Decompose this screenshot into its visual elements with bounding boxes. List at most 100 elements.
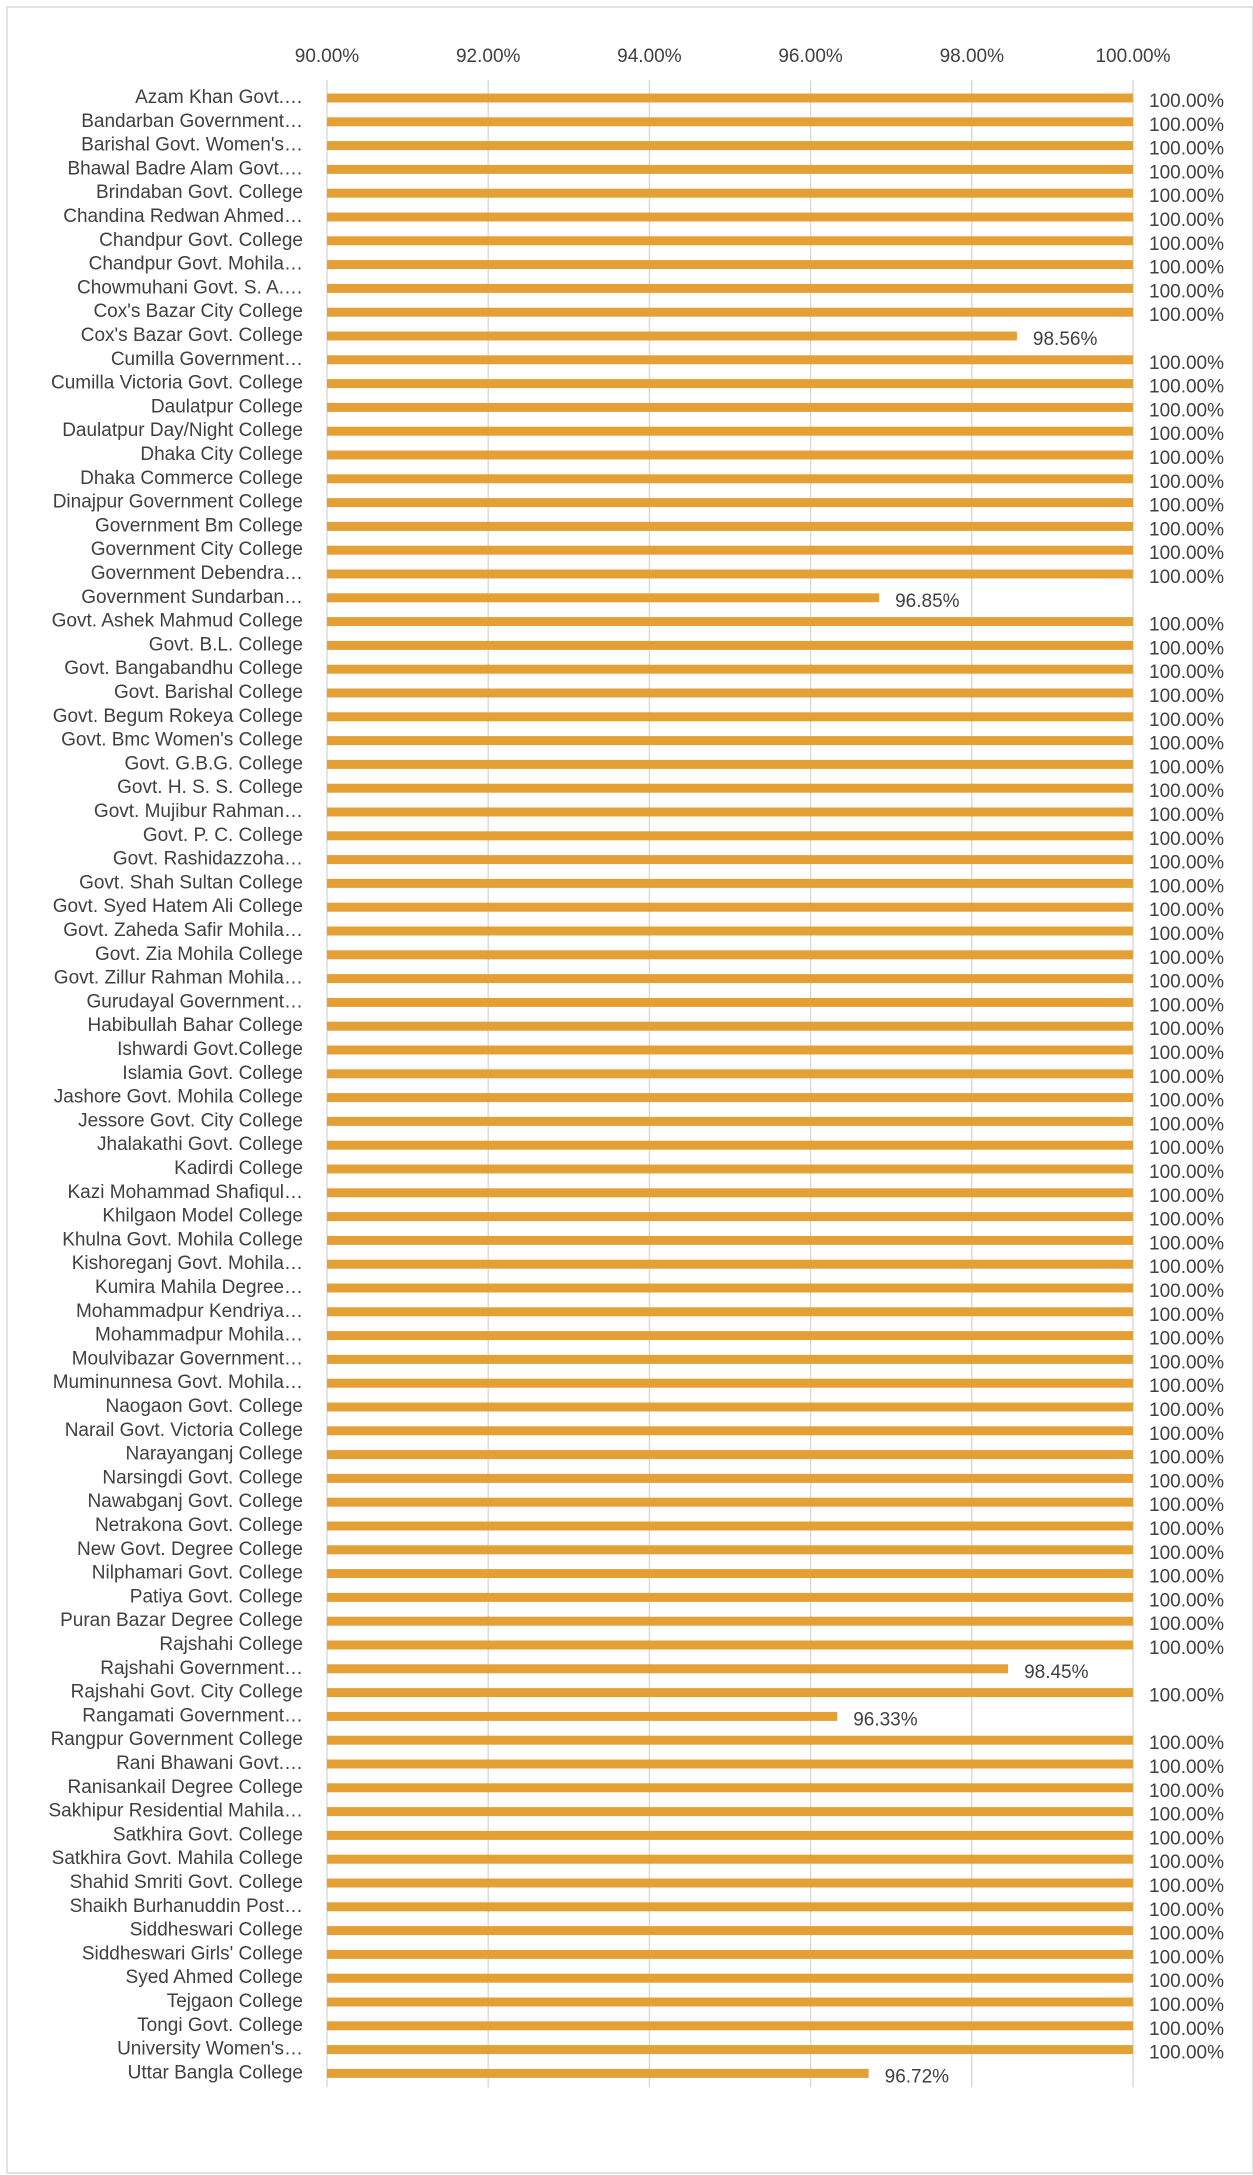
y-tick-label: Nawabganj Govt. College [88, 1491, 303, 1512]
value-label: 100.00% [1149, 2043, 1224, 2064]
bar [327, 402, 1133, 412]
y-tick-label: Rangpur Government College [51, 1729, 303, 1750]
y-tick-label: Rajshahi Govt. City College [71, 1682, 303, 1703]
value-label: 100.00% [1149, 853, 1224, 874]
bar [327, 1450, 1133, 1460]
y-tick-label: Shaikh Burhanuddin Post… [70, 1896, 303, 1917]
y-tick-label: Gurudayal Government… [87, 991, 304, 1012]
value-label: 100.00% [1149, 543, 1224, 564]
value-label: 100.00% [1149, 1876, 1224, 1897]
y-tick-label: Dinajpur Government College [53, 492, 303, 513]
bar [327, 1973, 1133, 1983]
y-tick-label: Cumilla Victoria Govt. College [51, 373, 303, 394]
y-tick-label: Uttar Bangla College [128, 2062, 303, 2083]
bar [327, 117, 1133, 127]
y-tick-label: Chowmuhani Govt. S. A.… [77, 277, 303, 298]
bar [327, 1402, 1133, 1412]
bar [327, 1521, 1133, 1531]
value-label: 100.00% [1149, 115, 1224, 136]
y-tick-label: Govt. Rashidazzoha… [113, 849, 303, 870]
y-tick-label: Chandina Redwan Ahmed… [63, 206, 303, 227]
value-label: 100.00% [1149, 519, 1224, 540]
bar [327, 1259, 1133, 1269]
bar [327, 379, 1133, 389]
y-tick-label: Jessore Govt. City College [78, 1110, 303, 1131]
y-tick-label: Rajshahi College [159, 1634, 303, 1655]
bar [327, 2021, 1133, 2031]
y-tick-label: Bandarban Government… [81, 111, 303, 132]
value-label: 100.00% [1149, 91, 1224, 112]
bar [327, 188, 1133, 198]
x-tick-label: 98.00% [940, 46, 1005, 67]
y-tick-label: Siddheswari Girls' College [82, 1943, 303, 1964]
bar [327, 1616, 1133, 1626]
y-tick-label: Govt. Zia Mohila College [95, 944, 303, 965]
y-tick-label: Ishwardi Govt.College [117, 1039, 303, 1060]
y-tick-label: Patiya Govt. College [130, 1586, 303, 1607]
bar [327, 1473, 1133, 1483]
bar [327, 1664, 1009, 1674]
value-label: 100.00% [1149, 448, 1224, 469]
bar [327, 2068, 869, 2078]
y-tick-label: Govt. Shah Sultan College [79, 872, 303, 893]
value-label: 100.00% [1149, 995, 1224, 1016]
y-tick-label: Muminunnesa Govt. Mohila… [53, 1372, 303, 1393]
y-tick-label: Daulatpur Day/Night College [62, 420, 303, 441]
y-tick-label: Govt. B.L. College [149, 634, 303, 655]
value-label: 100.00% [1149, 1376, 1224, 1397]
value-label: 100.00% [1149, 1281, 1224, 1302]
value-label: 100.00% [1149, 1352, 1224, 1373]
bar [327, 331, 1017, 341]
bar [327, 1093, 1133, 1103]
y-tick-label: Govt. Mujibur Rahman… [94, 801, 303, 822]
bar [327, 1759, 1133, 1769]
bar [327, 1045, 1133, 1055]
value-label: 100.00% [1149, 1019, 1224, 1040]
value-label: 100.00% [1149, 1781, 1224, 1802]
y-tick-label: New Govt. Degree College [77, 1539, 303, 1560]
bar [327, 617, 1133, 627]
value-label: 96.33% [853, 1709, 918, 1730]
y-tick-label: Puran Bazar Degree College [60, 1610, 303, 1631]
bar [327, 1878, 1133, 1888]
bar [327, 664, 1133, 674]
y-tick-label: Syed Ahmed College [126, 1967, 303, 1988]
value-label: 100.00% [1149, 210, 1224, 231]
bar [327, 2045, 1133, 2055]
y-tick-label: Brindaban Govt. College [96, 182, 303, 203]
bar [327, 926, 1133, 936]
bar [327, 1902, 1133, 1912]
value-label: 100.00% [1149, 1828, 1224, 1849]
value-label: 100.00% [1149, 1400, 1224, 1421]
x-tick-label: 100.00% [1095, 46, 1170, 67]
value-label: 100.00% [1149, 1614, 1224, 1635]
value-label: 100.00% [1149, 1471, 1224, 1492]
bar [327, 1545, 1133, 1555]
bar [327, 1307, 1133, 1317]
y-tick-label: Habibullah Bahar College [88, 1015, 303, 1036]
y-tick-label: Govt. Syed Hatem Ali College [53, 896, 303, 917]
value-label: 100.00% [1149, 1947, 1224, 1968]
y-tick-label: Bhawal Badre Alam Govt.… [68, 158, 304, 179]
value-label: 100.00% [1149, 1091, 1224, 1112]
bar [327, 1212, 1133, 1222]
y-tick-label: Islamia Govt. College [122, 1063, 303, 1084]
y-tick-label: Netrakona Govt. College [95, 1515, 303, 1536]
bar [327, 1688, 1133, 1698]
bar [327, 1164, 1133, 1174]
value-label: 100.00% [1149, 1733, 1224, 1754]
value-label: 100.00% [1149, 1114, 1224, 1135]
bar [327, 474, 1133, 484]
value-label: 100.00% [1149, 1852, 1224, 1873]
bar [327, 1640, 1133, 1650]
y-tick-label: Govt. G.B.G. College [125, 753, 303, 774]
x-tick-label: 96.00% [778, 46, 843, 67]
value-label: 100.00% [1149, 781, 1224, 802]
value-label: 100.00% [1149, 567, 1224, 588]
y-tick-label: Rajshahi Government… [100, 1658, 303, 1679]
y-tick-label: Satkhira Govt. Mahila College [52, 1848, 303, 1869]
value-label: 100.00% [1149, 876, 1224, 897]
bar [327, 1378, 1133, 1388]
value-label: 100.00% [1149, 734, 1224, 755]
